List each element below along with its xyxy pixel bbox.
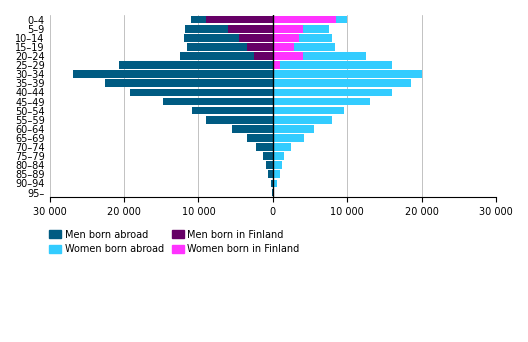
Bar bbox=[273, 143, 291, 151]
Bar bbox=[273, 52, 303, 60]
Bar bbox=[273, 189, 275, 196]
Bar bbox=[228, 25, 273, 32]
Bar bbox=[273, 89, 392, 96]
Bar bbox=[303, 52, 366, 60]
Bar bbox=[336, 16, 347, 23]
Bar bbox=[266, 161, 273, 169]
Bar bbox=[294, 43, 335, 51]
Bar bbox=[187, 43, 247, 51]
Bar bbox=[247, 43, 273, 51]
Bar bbox=[299, 34, 333, 42]
Bar bbox=[206, 16, 273, 23]
Bar bbox=[163, 97, 273, 105]
Bar bbox=[273, 107, 344, 115]
Bar bbox=[303, 25, 329, 32]
Bar bbox=[232, 125, 273, 133]
Bar bbox=[273, 161, 282, 169]
Bar bbox=[130, 89, 273, 96]
Bar bbox=[191, 16, 206, 23]
Bar bbox=[268, 171, 273, 178]
Bar bbox=[273, 134, 304, 142]
Bar bbox=[273, 125, 314, 133]
Bar bbox=[239, 34, 273, 42]
Bar bbox=[273, 116, 333, 123]
Bar bbox=[273, 43, 294, 51]
Bar bbox=[263, 152, 273, 160]
Bar bbox=[273, 61, 280, 69]
Bar bbox=[193, 107, 273, 115]
Bar bbox=[106, 79, 273, 87]
Bar bbox=[273, 79, 411, 87]
Bar bbox=[273, 25, 303, 32]
Bar bbox=[271, 180, 273, 187]
Bar bbox=[184, 34, 239, 42]
Bar bbox=[73, 70, 273, 78]
Bar bbox=[273, 16, 336, 23]
Legend: Men born abroad, Women born abroad, Men born in Finland, Women born in Finland: Men born abroad, Women born abroad, Men … bbox=[45, 226, 304, 258]
Bar bbox=[273, 34, 299, 42]
Bar bbox=[119, 61, 273, 69]
Bar bbox=[273, 171, 279, 178]
Bar bbox=[185, 25, 228, 32]
Bar bbox=[257, 143, 273, 151]
Bar bbox=[273, 97, 370, 105]
Bar bbox=[273, 152, 284, 160]
Bar bbox=[280, 61, 392, 69]
Bar bbox=[272, 189, 273, 196]
Bar bbox=[247, 134, 273, 142]
Bar bbox=[206, 116, 273, 123]
Bar bbox=[273, 180, 277, 187]
Bar bbox=[273, 70, 422, 78]
Bar bbox=[180, 52, 254, 60]
Bar bbox=[254, 52, 273, 60]
